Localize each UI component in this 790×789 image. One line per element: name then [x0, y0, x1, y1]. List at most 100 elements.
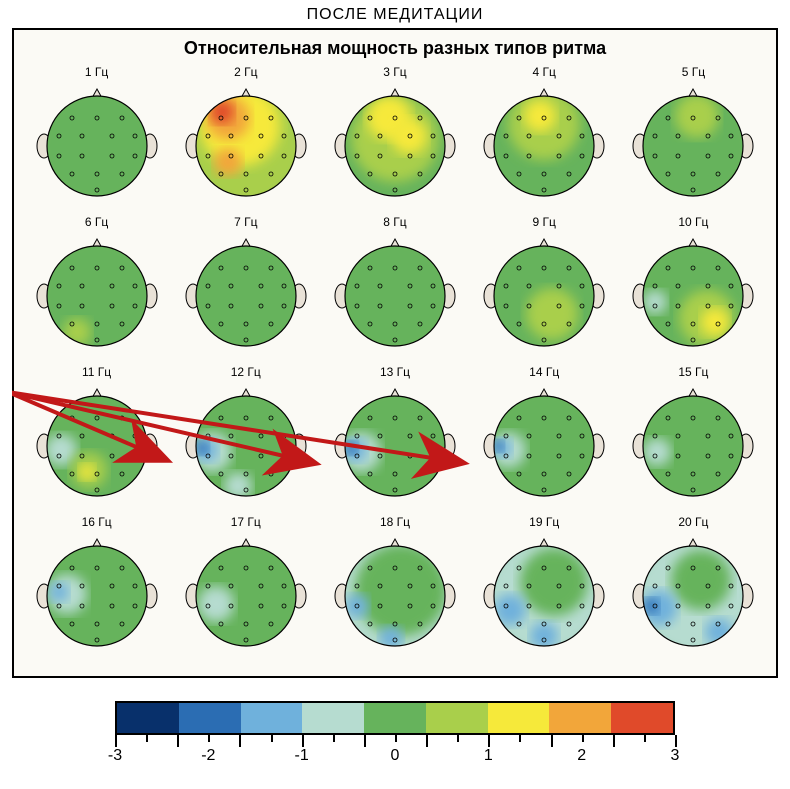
colorbar-tick — [426, 735, 428, 747]
topomap-head — [479, 231, 609, 361]
topomap-head — [181, 381, 311, 511]
topomap-cell: 17 Гц — [173, 515, 318, 661]
figure-title: Относительная мощность разных типов ритм… — [24, 38, 766, 59]
colorbar-tick-label: 2 — [577, 747, 586, 765]
topomap-head — [181, 231, 311, 361]
colorbar-segment — [488, 703, 550, 733]
topomap-cell: 8 Гц — [322, 215, 467, 361]
topomap-head — [181, 81, 311, 211]
colorbar-tick-minor — [146, 735, 148, 742]
topomap-head — [32, 81, 162, 211]
colorbar-segment — [426, 703, 488, 733]
topomap-label: 20 Гц — [678, 515, 708, 529]
topomap-label: 7 Гц — [234, 215, 257, 229]
topomap-label: 18 Гц — [380, 515, 410, 529]
topomap-head — [330, 381, 460, 511]
colorbar-tick — [115, 735, 117, 747]
colorbar-tick-label: -2 — [201, 747, 215, 765]
colorbar-tick-minor — [395, 735, 397, 742]
topomap-cell: 16 Гц — [24, 515, 169, 661]
topomap-label: 17 Гц — [231, 515, 261, 529]
topomap-cell: 4 Гц — [472, 65, 617, 211]
supertitle-text: ПОСЛЕ МЕДИТАЦИИ — [307, 6, 484, 23]
colorbar-tick-minor — [333, 735, 335, 742]
topomap-grid: 1 Гц 2 Гц 3 Гц 4 Гц — [24, 65, 766, 657]
colorbar-tick — [488, 735, 490, 747]
topomap-head — [628, 531, 758, 661]
colorbar-tick — [364, 735, 366, 747]
colorbar-segment — [241, 703, 303, 733]
topomap-cell: 15 Гц — [621, 365, 766, 511]
topomap-head — [32, 231, 162, 361]
figure-title-text: Относительная мощность разных типов ритм… — [184, 38, 606, 58]
topomap-head — [628, 81, 758, 211]
topomap-head — [479, 381, 609, 511]
colorbar-tick-minor — [271, 735, 273, 742]
topomap-cell: 12 Гц — [173, 365, 318, 511]
topomap-head — [330, 81, 460, 211]
topomap-cell: 11 Гц — [24, 365, 169, 511]
topomap-cell: 3 Гц — [322, 65, 467, 211]
topomap-head — [479, 531, 609, 661]
colorbar-segment — [179, 703, 241, 733]
topomap-cell: 1 Гц — [24, 65, 169, 211]
topomap-cell: 19 Гц — [472, 515, 617, 661]
colorbar-tick-minor — [519, 735, 521, 742]
topomap-label: 6 Гц — [85, 215, 108, 229]
colorbar-segment — [117, 703, 179, 733]
colorbar-tick-minor — [208, 735, 210, 742]
supertitle: ПОСЛЕ МЕДИТАЦИИ — [0, 6, 790, 24]
colorbar-tick — [302, 735, 304, 747]
topomap-label: 15 Гц — [678, 365, 708, 379]
topomap-label: 5 Гц — [682, 65, 705, 79]
topomap-label: 14 Гц — [529, 365, 559, 379]
topomap-head — [479, 81, 609, 211]
topomap-cell: 13 Гц — [322, 365, 467, 511]
topomap-cell: 20 Гц — [621, 515, 766, 661]
topomap-head — [628, 231, 758, 361]
topomap-label: 12 Гц — [231, 365, 261, 379]
topomap-label: 8 Гц — [383, 215, 406, 229]
colorbar-tick-label: 3 — [671, 747, 680, 765]
topomap-cell: 14 Гц — [472, 365, 617, 511]
topomap-label: 2 Гц — [234, 65, 257, 79]
colorbar-tick-label: 1 — [484, 747, 493, 765]
colorbar-tick — [177, 735, 179, 747]
colorbar-tick-minor — [457, 735, 459, 742]
colorbar-tick-minor — [582, 735, 584, 742]
colorbar-tick — [613, 735, 615, 747]
colorbar-tick — [551, 735, 553, 747]
colorbar-tick-label: 0 — [391, 747, 400, 765]
topomap-cell: 10 Гц — [621, 215, 766, 361]
topomap-label: 9 Гц — [533, 215, 556, 229]
topomap-label: 16 Гц — [82, 515, 112, 529]
topomap-label: 4 Гц — [533, 65, 556, 79]
topomap-label: 10 Гц — [678, 215, 708, 229]
topomap-cell: 9 Гц — [472, 215, 617, 361]
topomap-cell: 18 Гц — [322, 515, 467, 661]
figure-frame: Относительная мощность разных типов ритм… — [12, 28, 778, 678]
topomap-head — [628, 381, 758, 511]
colorbar-axis: -3-2-10123 — [115, 733, 675, 767]
colorbar-segment — [549, 703, 611, 733]
topomap-label: 11 Гц — [82, 365, 111, 379]
colorbar-segment — [611, 703, 673, 733]
topomap-head — [330, 231, 460, 361]
topomap-cell: 7 Гц — [173, 215, 318, 361]
colorbar-tick-minor — [644, 735, 646, 742]
topomap-head — [32, 381, 162, 511]
colorbar: -3-2-10123 — [115, 701, 675, 771]
colorbar-tick-label: -3 — [108, 747, 122, 765]
colorbar-tick — [675, 735, 677, 747]
topomap-head — [181, 531, 311, 661]
topomap-head — [330, 531, 460, 661]
topomap-head — [32, 531, 162, 661]
topomap-label: 3 Гц — [383, 65, 406, 79]
topomap-cell: 6 Гц — [24, 215, 169, 361]
colorbar-gradient — [115, 701, 675, 735]
topomap-label: 19 Гц — [529, 515, 559, 529]
colorbar-tick-label: -1 — [295, 747, 309, 765]
colorbar-segment — [364, 703, 426, 733]
topomap-cell: 5 Гц — [621, 65, 766, 211]
topomap-cell: 2 Гц — [173, 65, 318, 211]
